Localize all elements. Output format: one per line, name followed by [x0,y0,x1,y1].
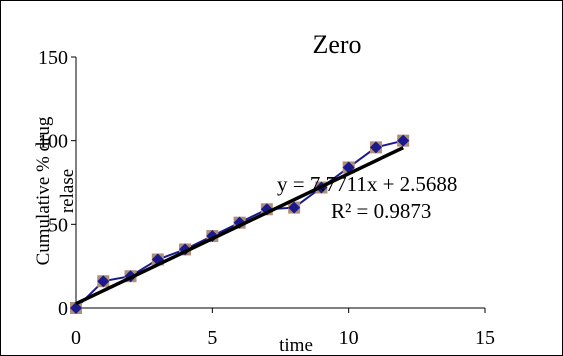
data-point [397,134,410,147]
y-axis-label-line-1: Cumulative % drug [33,116,54,265]
r-squared-label: R² = 0.9873 [331,199,431,223]
axes [71,56,486,313]
data-point [369,141,382,154]
y-tick-label: 0 [58,298,68,320]
x-axis-label: time [279,335,313,355]
data-point [97,275,110,288]
data-point [288,201,301,214]
x-tick-label: 10 [339,327,359,349]
tick-labels: 0 50 100 150 0 5 10 15 [38,47,495,349]
y-tick-label: 50 [48,214,68,236]
y-tick-label: 150 [38,47,68,69]
linear-trendline [75,146,404,306]
x-tick-label: 5 [207,327,217,349]
data-point [70,302,82,314]
x-tick-label: 0 [71,327,81,349]
x-tick-label: 15 [475,327,495,349]
y-tick-label: 100 [38,131,68,153]
y-axis-label-line-2: relase [57,169,78,213]
trendline-equation: y = 7.7711x + 2.5688 [277,172,457,196]
chart-title: Zero [312,30,361,59]
trendline-group [75,146,404,306]
